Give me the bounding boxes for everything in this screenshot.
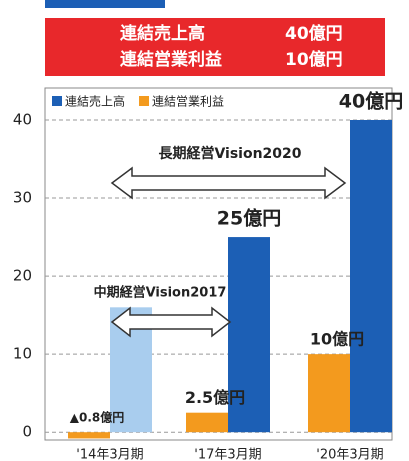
legend-label: 連結売上高 [65, 94, 125, 109]
legend-swatch [52, 96, 62, 106]
y-tick-label: 40 [13, 111, 32, 129]
header-value: 10億円 [285, 49, 343, 70]
value-label: ▲0.8億円 [70, 410, 125, 425]
y-tick-label: 30 [13, 189, 32, 207]
legend-swatch [139, 96, 150, 106]
arrow [110, 306, 232, 338]
header-label: 連結営業利益 [120, 49, 222, 70]
y-tick-label: 0 [22, 423, 32, 441]
value-label: 40億円 [339, 90, 403, 113]
value-label: 2.5億円 [185, 388, 245, 407]
y-tick-label: 20 [13, 267, 32, 285]
header-value: 40億円 [285, 23, 343, 44]
annotation: 中期経営Vision2017 [94, 285, 227, 301]
bar [228, 237, 270, 433]
y-tick-label: 10 [13, 345, 32, 363]
annotation: 長期経営Vision2020 [158, 145, 301, 162]
value-label: 10億円 [310, 330, 364, 349]
top-strip [45, 0, 165, 8]
bar [68, 432, 110, 439]
bar [350, 120, 392, 433]
bar [308, 354, 350, 433]
legend-label: 連結営業利益 [152, 95, 224, 109]
header-box [45, 18, 385, 76]
value-label: 25億円 [217, 207, 281, 230]
arrow [110, 166, 347, 200]
x-tick-label: '14年3月期 [76, 448, 143, 461]
header-label: 連結売上高 [120, 23, 205, 44]
bar [186, 412, 228, 433]
x-tick-label: '20年3月期 [316, 448, 383, 461]
x-tick-label: '17年3月期 [194, 448, 261, 461]
